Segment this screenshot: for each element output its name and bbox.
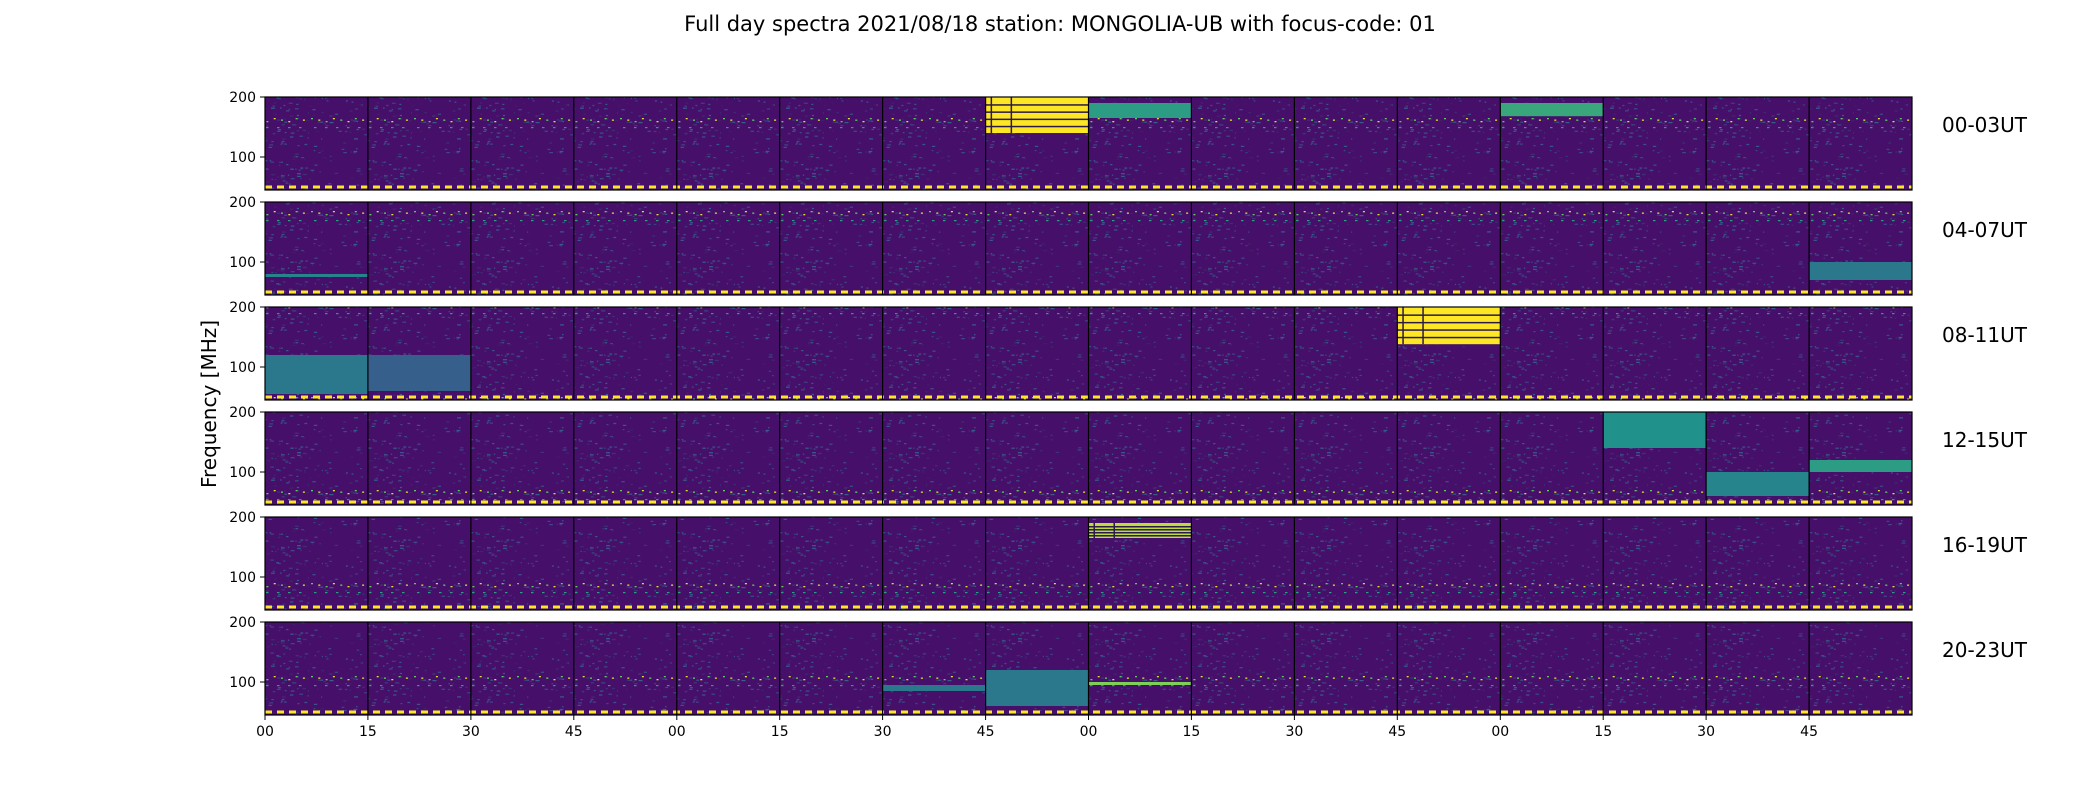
- x-tick-label: 15: [1182, 724, 1200, 740]
- spectra-row-20-23UT: 200 100 20-23UT: [229, 615, 2028, 716]
- burst-16-19UT-seg8: [1088, 523, 1192, 538]
- spectra-row-04-07UT: 200 100 04-07UT: [229, 195, 2028, 296]
- x-tick-label: 00: [668, 724, 686, 740]
- y-tick-label: 200: [229, 90, 256, 106]
- burst-04-07UT-seg15: [1809, 262, 1912, 280]
- panel-frame: [264, 516, 1913, 611]
- x-tick-label: 15: [359, 724, 377, 740]
- panel-frame: [264, 96, 1913, 191]
- burst-20-23UT-seg7: [985, 670, 1089, 706]
- burst-12-15UT-seg15: [1809, 460, 1912, 472]
- x-tick-label: 00: [1491, 724, 1509, 740]
- x-tick-label: 45: [977, 724, 995, 740]
- x-tick-label: 45: [565, 724, 583, 740]
- burst-08-11UT-seg11: [1397, 307, 1501, 345]
- burst-08-11UT-seg0: [265, 355, 368, 394]
- y-tick-label: 200: [229, 300, 256, 316]
- panel-frame: [264, 306, 1913, 401]
- y-tick-label: 200: [229, 615, 256, 631]
- burst-00-03UT-seg8: [1088, 103, 1192, 118]
- chart-title: Full day spectra 2021/08/18 station: MON…: [684, 12, 1436, 36]
- burst-04-07UT-seg0: [265, 274, 368, 277]
- x-tick-label: 30: [1285, 724, 1303, 740]
- x-tick-label: 15: [1594, 724, 1612, 740]
- burst-12-15UT-seg14: [1706, 472, 1809, 496]
- y-tick-label: 200: [229, 510, 256, 526]
- x-tick-label: 45: [1800, 724, 1818, 740]
- spectra-row-12-15UT: 200 100 12-15UT: [229, 405, 2028, 506]
- spectra-row-08-11UT: 200 100 08-11UT: [229, 300, 2028, 401]
- y-tick-label: 100: [229, 570, 256, 586]
- y-tick-label: 200: [229, 195, 256, 211]
- x-tick-label: 30: [1697, 724, 1715, 740]
- spectra-row-00-03UT: 200 100 00-03UT: [229, 90, 2028, 191]
- spectra-rows: 20010000-03UT20010004-07UT20010008-11UT2…: [229, 90, 2028, 716]
- x-tick-label: 30: [462, 724, 480, 740]
- row-label: 04-07UT: [1942, 218, 2028, 242]
- row-label: 20-23UT: [1942, 638, 2028, 662]
- x-tick-label: 15: [771, 724, 789, 740]
- burst-00-03UT-seg7: [985, 97, 1089, 133]
- x-tick-label: 30: [874, 724, 892, 740]
- row-label: 08-11UT: [1942, 323, 2028, 347]
- x-tick-label: 45: [1388, 724, 1406, 740]
- x-axis-ticks: 00 15 30 45 00 15 30 45 00 15 30 45 00 15 30 45: [256, 715, 1818, 740]
- y-axis-label: Frequency [MHz]: [197, 320, 221, 488]
- y-tick-label: 100: [229, 465, 256, 481]
- x-tick-label: 00: [256, 724, 274, 740]
- y-tick-label: 100: [229, 675, 256, 691]
- row-label: 12-15UT: [1942, 428, 2028, 452]
- row-label: 00-03UT: [1942, 113, 2028, 137]
- y-tick-label: 200: [229, 405, 256, 421]
- burst-20-23UT-seg6: [882, 685, 986, 691]
- spectra-row-16-19UT: 200 100 16-19UT: [229, 510, 2028, 611]
- y-tick-label: 100: [229, 255, 256, 271]
- burst-00-03UT-seg12: [1500, 103, 1604, 117]
- panel-frame: [264, 411, 1913, 506]
- panel-frame: [264, 201, 1913, 296]
- burst-20-23UT-seg8: [1088, 682, 1192, 685]
- burst-12-15UT-seg13: [1603, 412, 1707, 448]
- burst-08-11UT-seg1: [367, 355, 471, 391]
- row-label: 16-19UT: [1942, 533, 2028, 557]
- y-tick-label: 100: [229, 360, 256, 376]
- y-tick-label: 100: [229, 150, 256, 166]
- x-tick-label: 00: [1080, 724, 1098, 740]
